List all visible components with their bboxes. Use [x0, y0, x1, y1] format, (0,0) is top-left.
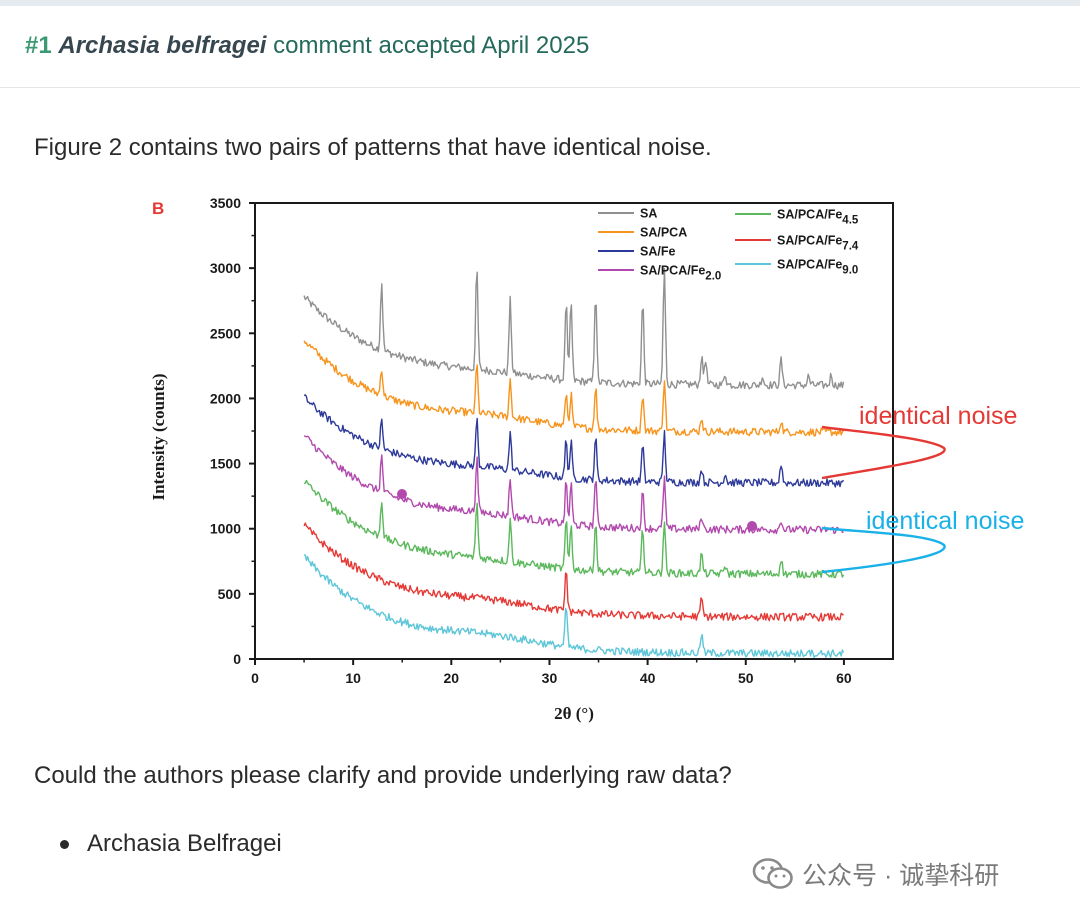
series-line [303, 522, 844, 622]
x-axis-label: 2θ (°) [554, 704, 594, 723]
annotation-bracket-red [821, 425, 946, 480]
legend-subscript: 2.0 [705, 271, 721, 283]
xrd-plot: B 0 10 20 30 40 50 60 0 500 1000 1500 2000 2500 3000 35… [149, 195, 1024, 723]
signature-text: Archasia Belfragei [87, 830, 282, 857]
legend-label: SA/PCA [640, 226, 687, 240]
legend-subscript: 9.0 [842, 265, 858, 277]
x-tick-label: 20 [444, 670, 460, 686]
series-line [303, 435, 844, 535]
x-tick-label: 30 [542, 670, 558, 686]
comment-number[interactable]: #1 [25, 32, 52, 59]
legend-label: SA/PCA/Fe4.5 [777, 208, 859, 227]
series-line [303, 267, 845, 390]
y-tick-label: 2500 [210, 325, 241, 341]
bullet-dot [60, 839, 69, 849]
wechat-icon [752, 858, 793, 889]
y-tick-label: 500 [218, 586, 242, 602]
x-tick-label: 0 [251, 670, 259, 686]
series-line [304, 554, 845, 659]
watermark-text: 公众号 · 诚挚科研 [802, 862, 1000, 890]
comment-status: comment accepted April 2025 [273, 32, 590, 59]
legend-name: SA/PCA/Fe [640, 264, 705, 278]
series-line [304, 479, 845, 579]
legend-name: SA [640, 207, 657, 221]
x-tick-label: 40 [640, 670, 656, 686]
list-item: Archasia Belfragei [60, 830, 282, 858]
y-axis-label: Intensity (counts) [149, 373, 168, 500]
legend-name: SA/PCA/Fe [777, 234, 842, 248]
legend-label: SA/PCA/Fe9.0 [777, 258, 858, 277]
y-tick-label: 3500 [210, 195, 241, 211]
annotation-label-blue: identical noise [866, 507, 1024, 535]
legend-subscript: 4.5 [842, 215, 859, 227]
comment-paragraph-2: Could the authors please clarify and pro… [34, 762, 732, 789]
series-marker [747, 521, 757, 531]
top-border [0, 0, 1080, 6]
legend-subscript: 7.4 [842, 241, 859, 253]
panel-letter: B [152, 199, 164, 218]
comment-header: #1 Archasia belfragei comment accepted A… [0, 6, 1080, 88]
comment-title: #1 Archasia belfragei comment accepted A… [25, 32, 589, 60]
series-line [303, 394, 845, 488]
legend-name: SA/PCA/Fe [777, 208, 842, 222]
y-tick-label: 1500 [210, 456, 241, 472]
legend-label: SA/PCA/Fe2.0 [640, 264, 721, 283]
y-tick-label: 3000 [210, 260, 241, 276]
bullet-list: Archasia Belfragei [60, 830, 282, 858]
y-tick-label: 2000 [210, 390, 241, 406]
plot-frame [254, 202, 894, 660]
series-marker [397, 489, 407, 499]
annotation-label-red: identical noise [859, 402, 1017, 430]
annotation-bracket-blue [821, 526, 946, 574]
x-tick-label: 50 [738, 670, 754, 686]
comment-author[interactable]: Archasia belfragei [58, 32, 267, 59]
legend-name: SA/PCA/Fe [777, 258, 842, 272]
legend-label: SA/PCA/Fe7.4 [777, 234, 859, 253]
x-tick-label: 10 [345, 670, 361, 686]
watermark: 公众号 · 诚挚科研 [752, 856, 999, 892]
legend-label: SA/Fe [640, 245, 675, 259]
legend-name: SA/PCA [640, 226, 687, 240]
y-tick-label: 1000 [210, 521, 241, 537]
y-tick-label: 0 [233, 651, 241, 667]
legend-name: SA/Fe [640, 245, 675, 259]
legend-label: SA [640, 207, 657, 221]
x-tick-label: 60 [836, 670, 852, 686]
series-line [303, 340, 844, 437]
comment-paragraph-1: Figure 2 contains two pairs of patterns … [34, 134, 712, 161]
